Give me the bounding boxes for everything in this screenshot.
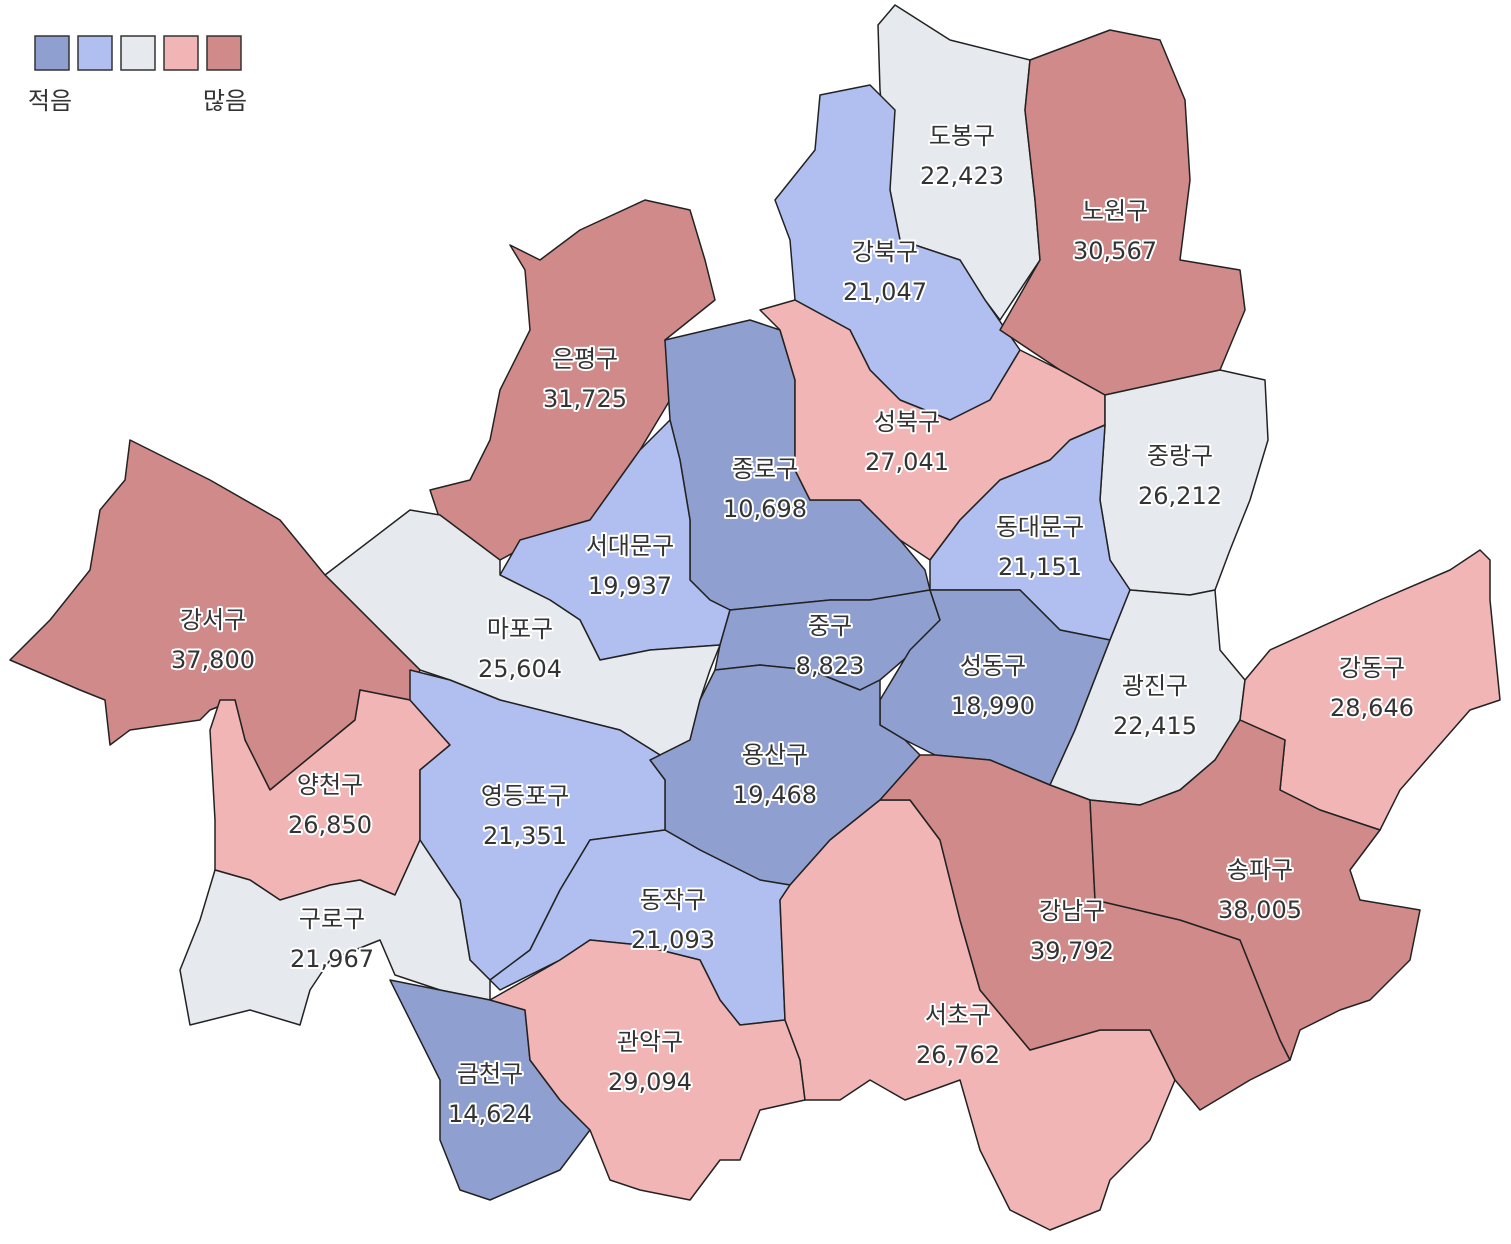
district	[489, 939, 806, 1201]
district-name: 종로구	[732, 455, 798, 483]
district-name: 서초구	[925, 1001, 991, 1029]
district-name: 노원구	[1082, 197, 1148, 225]
district-value: 39,792	[1030, 937, 1114, 965]
legend-low-label: 적음	[28, 87, 72, 115]
district	[9, 439, 421, 791]
district-name: 도봉구	[929, 122, 995, 150]
district-name: 관악구	[617, 1028, 683, 1056]
district-name: 광진구	[1122, 672, 1188, 700]
district-name: 송파구	[1227, 856, 1293, 884]
district-value: 38,005	[1218, 896, 1302, 924]
district-value: 28,646	[1330, 694, 1414, 722]
district-value: 27,041	[865, 448, 949, 476]
district-value: 21,151	[998, 553, 1082, 581]
district-name: 용산구	[742, 741, 808, 769]
district-value: 19,937	[588, 572, 672, 600]
district-name: 동작구	[640, 886, 706, 914]
district-value: 10,698	[723, 495, 807, 523]
legend: 적음 많음	[28, 35, 247, 115]
legend-swatch	[120, 35, 156, 71]
districts	[9, 4, 1501, 1231]
district-name: 영등포구	[481, 782, 569, 810]
district-name: 은평구	[552, 345, 618, 373]
district-name: 중랑구	[1147, 442, 1213, 470]
district-name: 중구	[808, 612, 852, 640]
district-value: 18,990	[951, 692, 1035, 720]
district-name: 구로구	[299, 905, 365, 933]
district-value: 21,351	[483, 822, 567, 850]
district-name: 동대문구	[996, 513, 1084, 541]
district-name: 양천구	[297, 771, 363, 799]
district-value: 26,850	[288, 811, 372, 839]
district-value: 26,212	[1138, 482, 1222, 510]
district	[1089, 719, 1421, 1061]
district-name: 강남구	[1039, 897, 1105, 925]
district-value: 8,823	[796, 652, 865, 680]
district-value: 31,725	[543, 385, 627, 413]
district-value: 30,567	[1073, 237, 1157, 265]
district-name: 강북구	[852, 238, 918, 266]
district-value: 21,967	[290, 945, 374, 973]
district-labels: 도봉구 22,423 강북구 21,047 노원구 30,567 은평구 31,725 종로구 1…	[169, 120, 1416, 1130]
legend-swatch	[206, 35, 242, 71]
legend-swatch	[163, 35, 199, 71]
district-value: 21,047	[843, 278, 927, 306]
legend-swatch	[34, 35, 70, 71]
district-value: 19,468	[733, 781, 817, 809]
district-value: 37,800	[171, 646, 255, 674]
district-name: 마포구	[487, 615, 553, 643]
district-name: 강서구	[180, 606, 246, 634]
district	[879, 754, 1291, 1111]
district-value: 25,604	[478, 655, 562, 683]
district-name: 금천구	[457, 1060, 523, 1088]
district	[999, 29, 1246, 396]
legend-swatch	[77, 35, 113, 71]
district-value: 29,094	[608, 1068, 692, 1096]
district-name: 성북구	[874, 408, 940, 436]
district-value: 22,423	[920, 162, 1004, 190]
district-value: 14,624	[448, 1100, 532, 1128]
district-name: 서대문구	[586, 532, 674, 560]
district-value: 21,093	[631, 926, 715, 954]
district-value: 26,762	[916, 1041, 1000, 1069]
legend-high-label: 많음	[203, 87, 247, 115]
district-name: 강동구	[1339, 654, 1405, 682]
district-value: 22,415	[1113, 712, 1197, 740]
district-name: 성동구	[960, 652, 1026, 680]
